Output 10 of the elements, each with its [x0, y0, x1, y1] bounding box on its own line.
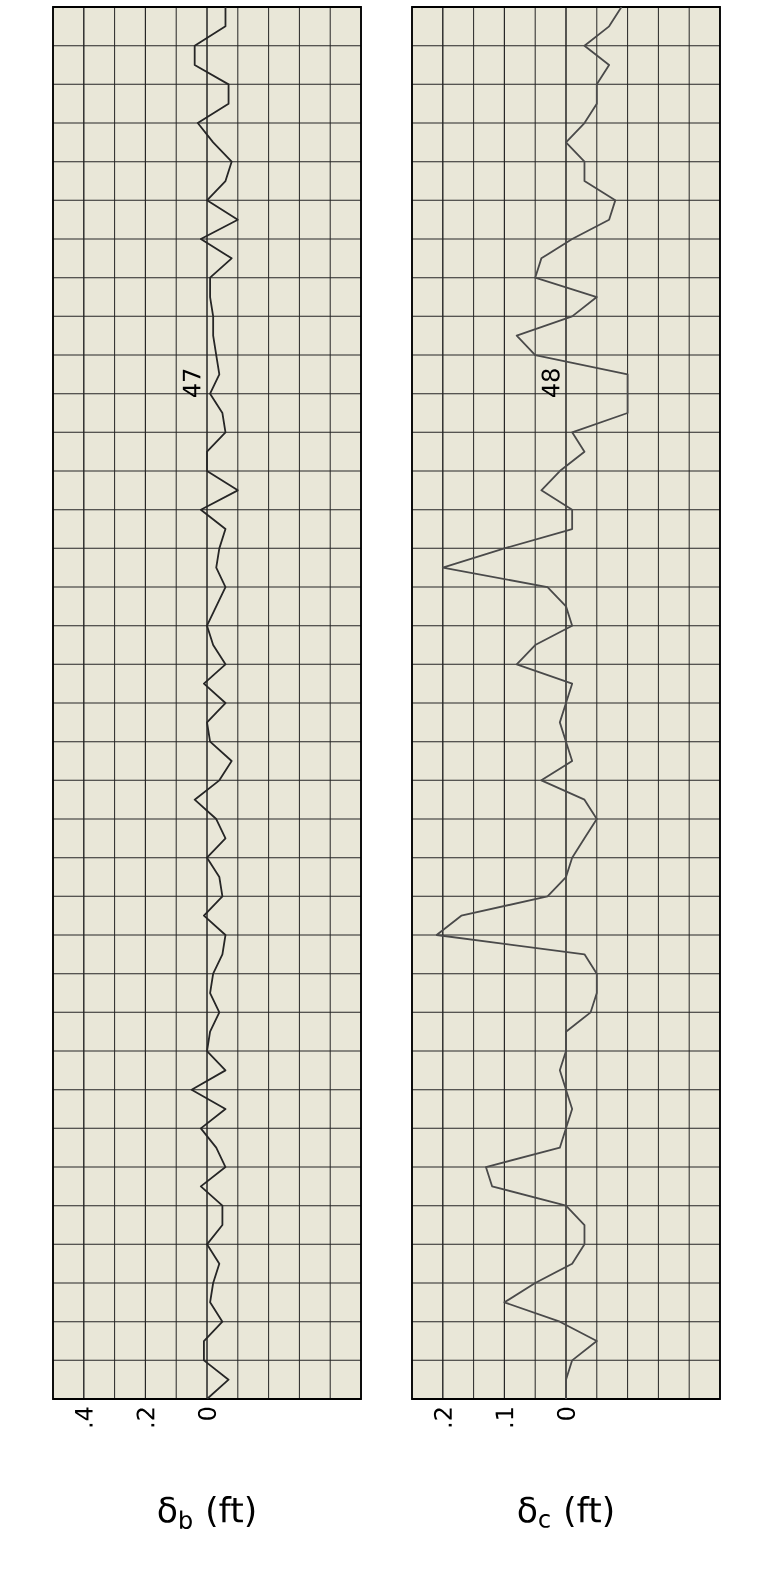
x-tick-label: .2: [433, 1408, 452, 1427]
x-tick-label: .1: [495, 1408, 514, 1427]
annotation: 48: [541, 369, 560, 397]
annotation: 47: [182, 369, 201, 397]
x-tick-label: .2: [136, 1408, 155, 1427]
x-tick-label: .4: [75, 1407, 93, 1427]
x-axis-title: δ$_{b}$ (ft): [158, 1496, 255, 1530]
x-axis-title: δ$_{c}$ (ft): [518, 1496, 613, 1528]
x-tick-label: 0: [556, 1407, 576, 1420]
x-tick-label: 0: [197, 1407, 217, 1420]
